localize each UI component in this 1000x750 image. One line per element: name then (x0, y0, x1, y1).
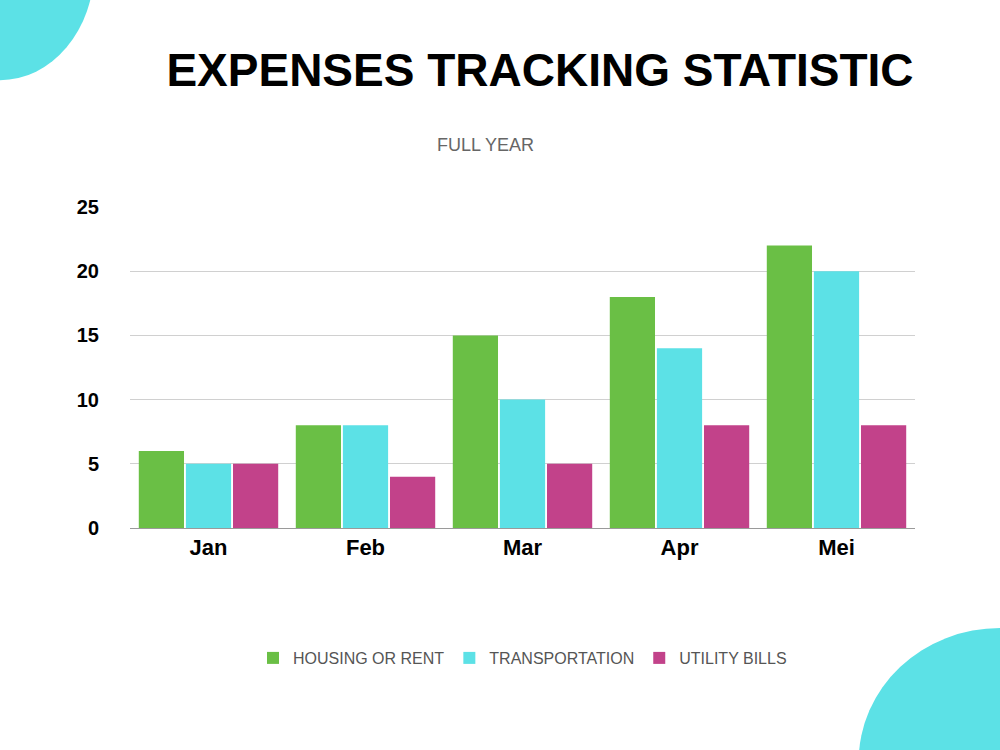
svg-text:20: 20 (77, 260, 99, 282)
svg-text:HOUSING OR RENT: HOUSING OR RENT (293, 650, 444, 667)
svg-text:Apr: Apr (661, 535, 699, 560)
svg-text:5: 5 (88, 453, 99, 475)
svg-text:0: 0 (88, 517, 99, 539)
svg-text:TRANSPORTATION: TRANSPORTATION (489, 650, 634, 667)
svg-text:Jan: Jan (190, 535, 228, 560)
svg-text:Mei: Mei (818, 535, 855, 560)
svg-text:Feb: Feb (346, 535, 385, 560)
svg-text:UTILITY BILLS: UTILITY BILLS (679, 650, 786, 667)
svg-text:10: 10 (77, 389, 99, 411)
svg-text:FULL YEAR: FULL YEAR (437, 135, 534, 155)
svg-text:Mar: Mar (503, 535, 543, 560)
svg-text:25: 25 (77, 196, 99, 218)
svg-text:15: 15 (77, 324, 99, 346)
svg-text:EXPENSES TRACKING STATISTIC: EXPENSES TRACKING STATISTIC (166, 44, 913, 96)
